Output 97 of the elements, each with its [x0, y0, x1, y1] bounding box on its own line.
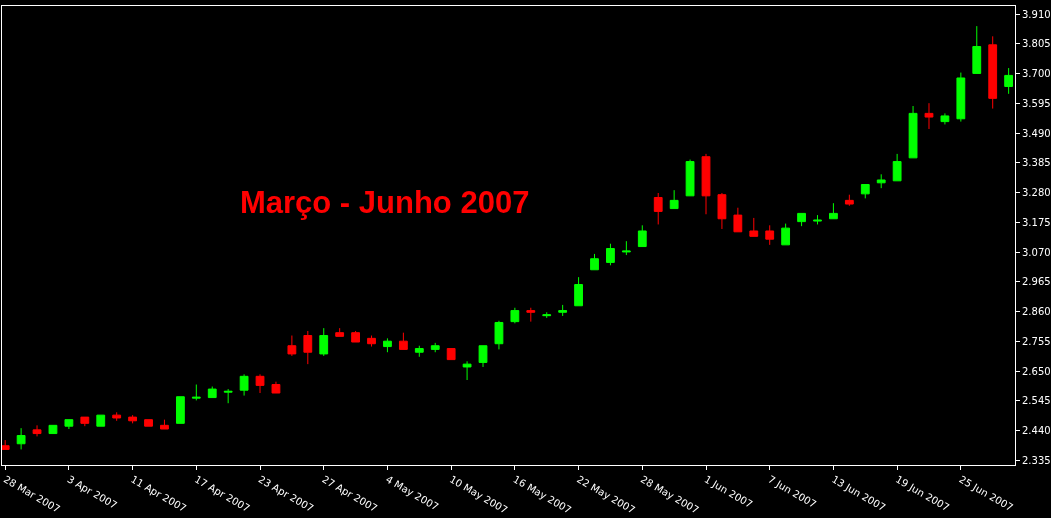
candlestick [765, 224, 775, 246]
y-tick-label: 2.545 [1022, 395, 1051, 407]
candlestick [860, 184, 870, 199]
x-tick-label: 4 May 2007 [383, 473, 441, 513]
y-tick-label: 2.440 [1022, 425, 1051, 437]
y-tick-label: 2.755 [1022, 335, 1051, 347]
candlestick [924, 102, 934, 130]
x-tick-label: 19 Jun 2007 [893, 473, 952, 514]
y-tick-label: 3.805 [1022, 38, 1051, 50]
candlestick [972, 25, 982, 74]
candlestick [669, 189, 679, 210]
candlestick [733, 207, 743, 233]
candlestick [398, 332, 408, 350]
x-tick-label: 27 Apr 2007 [320, 473, 380, 514]
y-tick-label: 2.335 [1022, 454, 1051, 466]
y-tick-label: 2.860 [1022, 306, 1051, 318]
text: Março - Junho 2007 [239, 184, 530, 220]
candlestick [510, 307, 520, 324]
candlestick [876, 173, 886, 189]
y-tick-label: 3.490 [1022, 127, 1051, 139]
candlestick [128, 414, 138, 424]
candlestick [191, 384, 201, 401]
y-tick-label: 3.595 [1022, 97, 1051, 109]
candlestick [383, 337, 392, 353]
y-tick-label: 2.650 [1022, 365, 1051, 377]
x-tick-label: 17 Apr 2007 [192, 473, 252, 514]
candlestick [749, 217, 759, 237]
candlestick [1004, 67, 1014, 95]
candlestick [239, 373, 249, 397]
candlestick [956, 72, 966, 123]
x-tick-label: 10 May 2007 [447, 473, 510, 516]
x-tick-label: 28 Mar 2007 [1, 473, 63, 515]
candlestick [16, 427, 26, 450]
candlestick [319, 327, 329, 357]
candlestick [813, 214, 822, 225]
candlestick [988, 35, 998, 110]
x-tick-label: 3 Apr 2007 [65, 473, 119, 511]
x-tick-label: 7 Jun 2007 [766, 473, 819, 510]
candlestick [462, 360, 472, 381]
candlestick [255, 373, 265, 394]
y-tick-label: 3.700 [1022, 68, 1051, 80]
candlestick [829, 202, 838, 220]
candlestick [446, 348, 456, 361]
y-tick-label: 3.385 [1022, 157, 1051, 169]
candlestick [335, 327, 345, 337]
candlestick [701, 153, 711, 215]
candlestick [144, 419, 153, 427]
x-tick-label: 1 Jun 2007 [702, 473, 755, 510]
candlestick [606, 243, 615, 266]
y-tick-label: 2.965 [1022, 276, 1051, 288]
candlestick [542, 311, 552, 319]
candlestick [590, 253, 599, 271]
candlestick [908, 105, 918, 159]
candlestick [303, 330, 313, 365]
candlestick [64, 419, 74, 430]
candlestick [494, 320, 504, 350]
candlestick [367, 335, 376, 348]
y-tick-label: 3.910 [1022, 8, 1051, 20]
x-tick-label: 11 Apr 2007 [129, 473, 189, 514]
y-tick-label: 3.175 [1022, 216, 1051, 228]
candlestick [271, 381, 281, 394]
candlestick [653, 192, 663, 225]
candlestick [781, 223, 791, 246]
candlestick [478, 345, 488, 368]
candlestick [637, 224, 647, 248]
candlestick [430, 342, 440, 353]
candlestick [223, 388, 233, 404]
candlestick [175, 396, 185, 424]
x-tick-label: 22 May 2007 [575, 473, 638, 516]
x-tick-label: 16 May 2007 [511, 473, 574, 516]
x-tick-label: 25 Jun 2007 [957, 473, 1015, 514]
candlestick [112, 411, 122, 422]
candlestick [558, 304, 568, 317]
candlestick [717, 192, 727, 230]
candlestick [526, 307, 536, 323]
candlestick [2, 439, 10, 450]
candlestick [351, 330, 360, 343]
candlestick [287, 335, 297, 357]
candlestick [574, 276, 583, 307]
candlestick [685, 159, 695, 197]
candlestick [892, 153, 902, 182]
candlestick [32, 424, 42, 437]
candlestick [80, 416, 90, 427]
x-tick-label: 13 Jun 2007 [829, 473, 888, 514]
x-tick-label: 28 May 2007 [638, 473, 701, 516]
y-tick-label: 3.070 [1022, 246, 1051, 258]
candlestick [940, 112, 950, 125]
x-tick-label: 23 Apr 2007 [256, 473, 316, 514]
candlestick [160, 419, 169, 430]
candlestick [844, 194, 854, 207]
y-tick-label: 3.280 [1022, 187, 1051, 199]
candlestick [96, 414, 106, 427]
candlestick [414, 345, 424, 358]
candlestick [621, 240, 631, 256]
candlestick [48, 424, 58, 435]
candlestick [207, 386, 217, 399]
candlestick [797, 212, 806, 227]
